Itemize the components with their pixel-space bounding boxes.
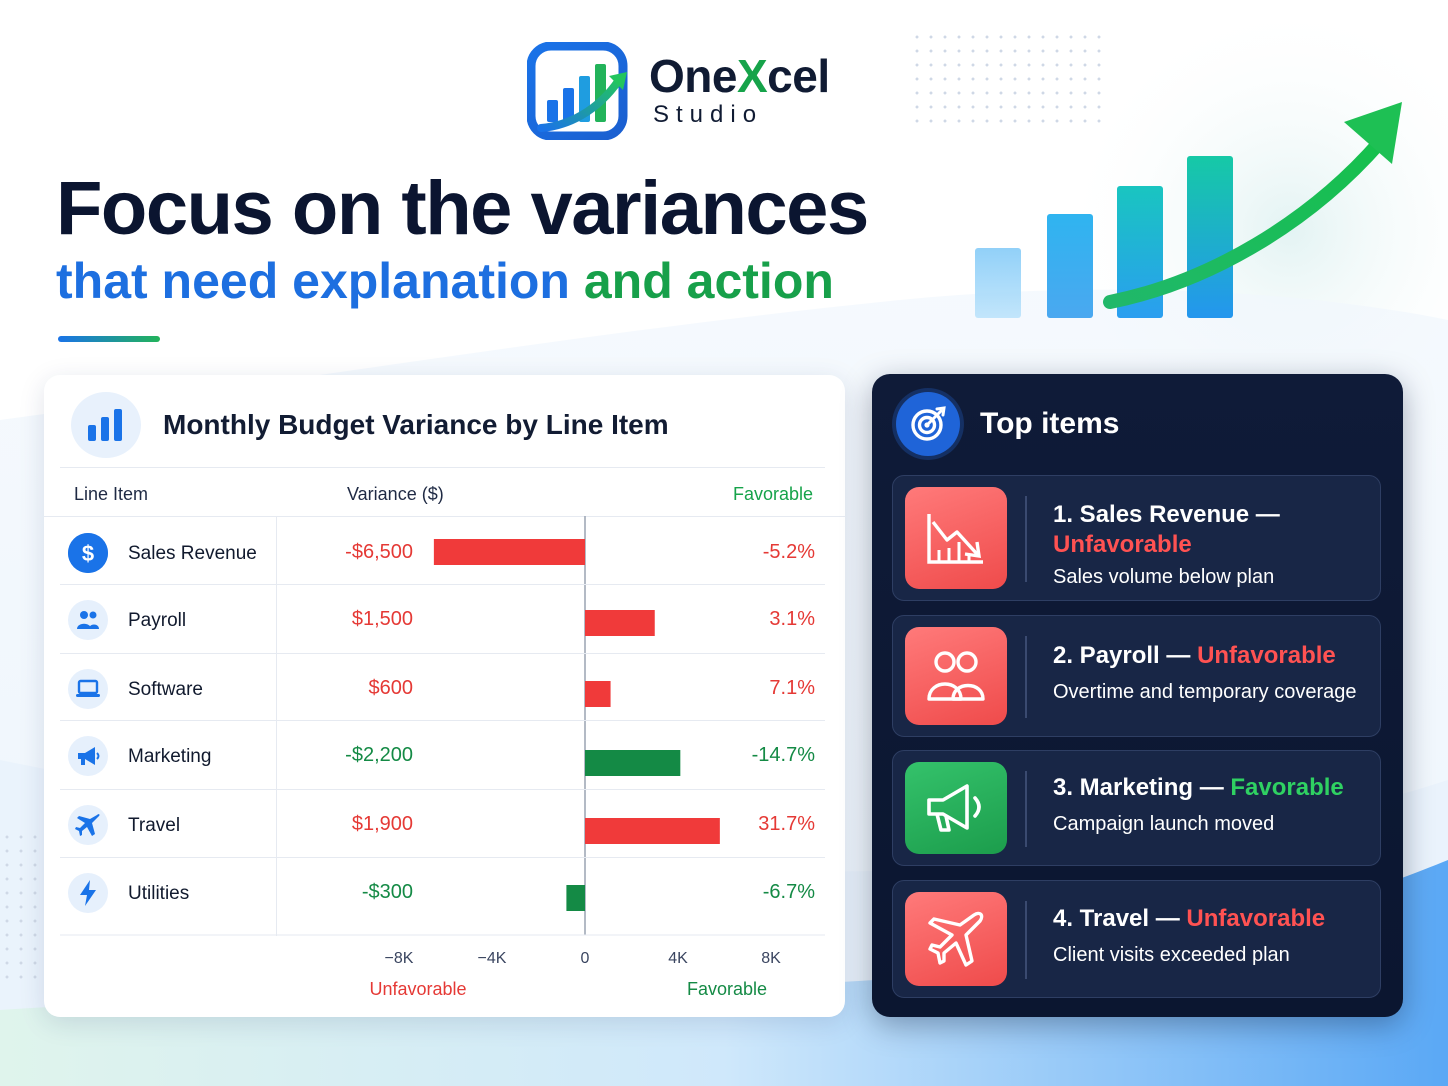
top-item-card[interactable]: 3. Marketing — Favorable Campaign launch …	[892, 750, 1381, 866]
accent-underline	[58, 336, 160, 342]
logo-mark-icon	[527, 42, 628, 140]
svg-text:$: $	[82, 541, 94, 566]
top-item-note: Campaign launch moved	[1053, 813, 1275, 835]
dot-pattern-left	[0, 830, 46, 980]
row-divider	[60, 789, 825, 790]
top-item-card[interactable]: 2. Payroll — Unfavorable Overtime and tem…	[892, 615, 1381, 737]
variance-bar	[585, 610, 655, 636]
row-divider	[60, 720, 825, 721]
row-label: Travel	[128, 815, 181, 836]
row-label: Utilities	[128, 883, 190, 904]
top-item-status: Unfavorable	[1186, 905, 1326, 932]
column-header-favorable: Favorable	[732, 484, 813, 504]
top-item-card[interactable]: 4. Travel — Unfavorable Client visits exc…	[892, 880, 1381, 998]
plane-icon	[68, 805, 108, 845]
variance-bar	[566, 885, 585, 911]
people-icon	[905, 627, 1007, 725]
row-divider	[60, 857, 825, 858]
brand-name: OneXcel	[649, 50, 830, 102]
x-tick-label: 0	[581, 950, 590, 967]
variance-bar	[585, 681, 611, 707]
row-variance-value: $1,500	[351, 608, 413, 630]
dot-pattern-top	[910, 30, 1110, 130]
top-items-panel: Top items 1. Sales Revenue — Unfavorable…	[872, 374, 1403, 1017]
row-variance-value: -$300	[361, 881, 413, 903]
column-header-line-item: Line Item	[74, 484, 149, 504]
row-label: Marketing	[128, 746, 212, 767]
item-separator	[1025, 771, 1027, 847]
top-item-note: Client visits exceeded plan	[1053, 944, 1290, 966]
unfavorable-axis-label: Unfavorable	[369, 979, 466, 999]
x-tick-label: −4K	[478, 950, 507, 967]
top-item-status: Unfavorable	[1053, 531, 1192, 558]
top-item-title: 3. Marketing — Favorable	[1053, 774, 1344, 801]
bar-chart-icon	[71, 392, 141, 458]
top-item-status: Unfavorable	[1197, 642, 1336, 669]
x-tick-label: −8K	[385, 950, 414, 967]
row-label: Sales Revenue	[128, 543, 257, 564]
row-variance-percent: -5.2%	[762, 541, 815, 563]
row-variance-percent: 7.1%	[769, 677, 815, 699]
megaphone-icon	[905, 762, 1007, 854]
brand-logo: OneXcel Studio	[527, 42, 830, 140]
x-tick-label: 4K	[668, 950, 688, 967]
variance-bar	[585, 818, 720, 844]
item-separator	[1025, 901, 1027, 979]
table-row: Travel $1,900 31.7%	[60, 797, 825, 865]
item-separator	[1025, 496, 1027, 582]
table-row: Marketing -$2,200 -14.7%	[60, 728, 825, 796]
subheadline-part-2: and action	[583, 253, 834, 309]
label-column-separator	[276, 516, 277, 936]
item-separator	[1025, 636, 1027, 718]
brand-subtitle: Studio	[653, 101, 764, 128]
subheadline-part-1: that need explanation	[56, 253, 570, 309]
table-row: $ Sales Revenue -$6,500 -5.2%	[60, 525, 825, 593]
row-variance-value: -$6,500	[345, 541, 413, 563]
row-variance-percent: -14.7%	[751, 744, 815, 766]
variance-card: Monthly Budget Variance by Line Item Lin…	[44, 375, 845, 1017]
variance-bar-chart: −8K −4K 0 4K 8K Unfavorable Favorable	[60, 516, 825, 999]
top-item-note: Overtime and temporary coverage	[1053, 681, 1357, 703]
laptop-icon	[68, 669, 108, 709]
megaphone-icon	[68, 736, 108, 776]
column-divider	[44, 516, 845, 517]
row-divider	[60, 653, 825, 654]
target-icon	[896, 392, 960, 456]
row-variance-percent: 3.1%	[769, 608, 815, 630]
x-tick-label: 8K	[761, 950, 781, 967]
table-row: Software $600 7.1%	[60, 661, 825, 729]
trend-down-icon	[905, 487, 1007, 589]
top-item-title: 4. Travel — Unfavorable	[1053, 905, 1326, 932]
page-subheadline: that need explanation and action	[56, 250, 834, 312]
bolt-icon	[68, 873, 108, 913]
top-item-status: Favorable	[1230, 774, 1344, 801]
top-items-title: Top items	[980, 407, 1120, 440]
row-label: Software	[128, 679, 203, 700]
people-icon	[68, 600, 108, 640]
top-item-card[interactable]: 1. Sales Revenue — Unfavorable Sales volu…	[892, 475, 1381, 601]
top-item-title: 2. Payroll — Unfavorable	[1053, 642, 1336, 669]
row-variance-value: -$2,200	[345, 744, 413, 766]
table-row: Payroll $1,500 3.1%	[60, 592, 825, 660]
row-variance-percent: 31.7%	[758, 813, 815, 835]
favorable-axis-label: Favorable	[687, 979, 767, 999]
dollar-icon: $	[68, 533, 108, 573]
header-divider	[60, 467, 825, 468]
row-variance-value: $1,900	[351, 813, 413, 835]
table-row: Utilities -$300 -6.7%	[60, 865, 825, 933]
top-item-title: 1. Sales Revenue — Unfavorable	[1053, 501, 1280, 558]
variance-bar	[433, 539, 585, 565]
column-header-variance: Variance ($)	[347, 484, 444, 504]
row-label: Payroll	[128, 610, 187, 631]
row-variance-value: $600	[368, 677, 414, 699]
variance-bar	[585, 750, 681, 776]
row-divider	[60, 584, 825, 585]
row-variance-percent: -6.7%	[762, 881, 815, 903]
growth-chart-illustration	[975, 102, 1402, 318]
plane-icon	[905, 892, 1007, 986]
page-headline: Focus on the variances	[56, 166, 869, 251]
card-title: Monthly Budget Variance by Line Item	[163, 409, 669, 440]
top-item-note: Sales volume below plan	[1053, 566, 1275, 588]
